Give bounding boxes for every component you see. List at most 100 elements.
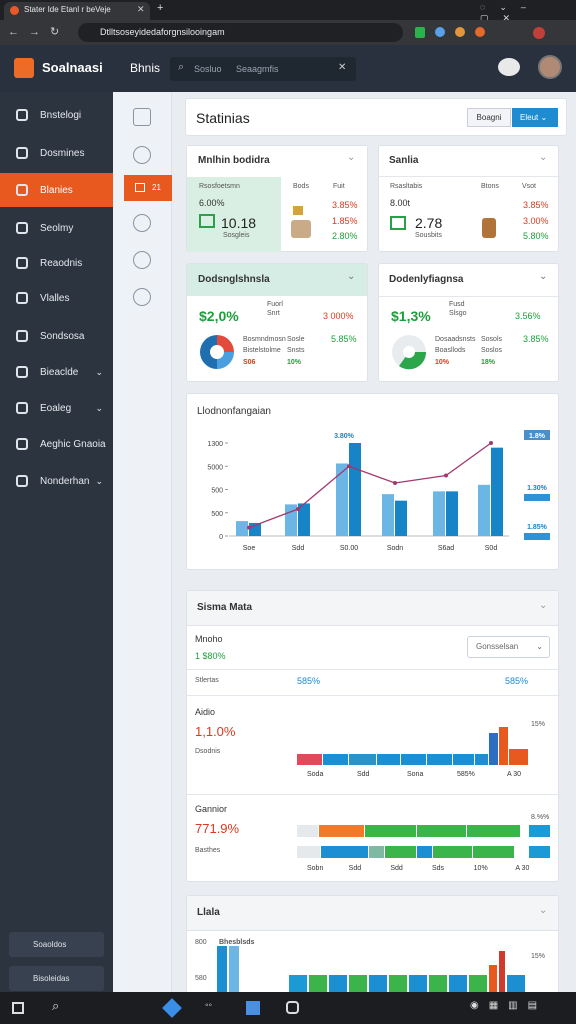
sidebar-item[interactable]: Blanies <box>0 173 113 207</box>
sub-nav-active[interactable]: 21 <box>124 175 172 201</box>
button[interactable]: Eleut ⌄ <box>512 108 558 127</box>
sidebar-item[interactable]: Eoaleg ⌄ <box>0 391 113 425</box>
nav-buttons[interactable]: ←→↻ <box>8 26 70 38</box>
tab-close[interactable]: ✕ <box>137 4 145 14</box>
pie-hole <box>210 345 224 359</box>
dropdown[interactable]: Gonsselsan ⌄ <box>467 636 550 658</box>
bar <box>446 491 458 536</box>
sidebar-item[interactable]: Nonderhan ⌄ <box>0 464 113 498</box>
url: Dtlltsoseyidedaforgnsilooingam <box>100 27 225 37</box>
sidebar-item[interactable]: Reaodnis <box>0 246 113 280</box>
sidebar-item[interactable]: Bnstelogi <box>0 98 113 132</box>
bar <box>298 503 310 536</box>
sidebar-item[interactable]: Dosmines <box>0 136 113 170</box>
change: 2.80% <box>332 231 358 241</box>
app-icon[interactable] <box>162 998 182 1018</box>
sidebar-footer-item[interactable]: Bisoleidas <box>9 966 104 991</box>
search-clear[interactable]: ✕ <box>338 62 347 73</box>
card-menu[interactable]: ⌄ <box>347 152 356 163</box>
card-right: 3 000% <box>323 311 354 321</box>
app-icon[interactable] <box>246 1001 260 1015</box>
sidebar-item[interactable]: Bieaclde ⌄ <box>0 355 113 389</box>
col-label: Btons <box>481 183 499 190</box>
ext-icon[interactable] <box>475 27 485 37</box>
sidebar-item[interactable]: Seolmy <box>0 211 113 245</box>
sidebar-label: Reaodnis <box>40 257 83 269</box>
metric-value: 1 $80% <box>195 651 226 661</box>
strip-axis-label: Sdd <box>390 865 403 872</box>
new-tab[interactable]: + <box>157 2 164 14</box>
collapse[interactable]: ⌄ <box>539 600 548 611</box>
tray[interactable]: ◉▦▥▤ <box>470 1000 548 1011</box>
strip-segment <box>529 825 550 837</box>
avatar[interactable] <box>538 55 562 79</box>
notification-icon[interactable] <box>498 58 520 76</box>
corner-label: 15% <box>531 953 546 960</box>
tab[interactable]: Stater Ide Etanl r beVeje ✕ <box>4 2 150 20</box>
stat-card: Sanlia ⌄ Rsasltabis Btons Vsot 8.00t 2.7… <box>378 145 559 252</box>
sidebar-item[interactable]: Vlalles <box>0 281 113 315</box>
mini-bar <box>499 950 505 994</box>
app-icon[interactable] <box>286 1001 299 1014</box>
ext-icon[interactable] <box>415 27 425 38</box>
ext-icon[interactable] <box>455 27 465 37</box>
change: 3.85% <box>523 200 549 210</box>
x-tick-label: S0d <box>485 545 498 552</box>
col-label: Slsgo <box>449 310 467 317</box>
strip-segment <box>401 753 426 765</box>
card-sub: Sosgleis <box>223 232 250 239</box>
divider <box>187 794 558 795</box>
taskbar: ⌕ ◦◦ ◉▦▥▤ <box>0 992 576 1024</box>
group-sub: Basthes <box>195 847 221 854</box>
sidebar-icon <box>16 475 28 487</box>
window-controls[interactable]: ◌⌄–▢✕ <box>480 2 540 23</box>
strip-segment <box>297 825 318 837</box>
section-header: Sisma Mata ⌄ <box>187 591 558 626</box>
sub-icon[interactable] <box>133 214 151 232</box>
tab-bar: Stater Ide Etanl r beVeje ✕ + ◌⌄–▢✕ <box>0 0 576 23</box>
card-menu[interactable]: ⌄ <box>539 271 548 282</box>
mini-bar <box>469 974 487 994</box>
row-label: Soslos <box>481 347 503 354</box>
collapse[interactable]: ⌄ <box>539 905 548 916</box>
ext-icon[interactable] <box>435 27 445 37</box>
card-menu[interactable]: ⌄ <box>347 271 356 282</box>
sub-icon[interactable] <box>133 251 151 269</box>
button[interactable]: Boagni <box>467 108 511 127</box>
trend-point <box>393 480 397 485</box>
card-icon <box>199 214 215 228</box>
sidebar-icon <box>16 109 28 121</box>
strip-segment <box>369 846 384 858</box>
sub-icon[interactable] <box>133 288 151 306</box>
strip-segment <box>417 825 466 837</box>
mini-bar <box>309 974 327 994</box>
url-field[interactable]: Dtlltsoseyidedaforgnsilooingam <box>78 23 403 42</box>
strip-segment <box>499 726 508 765</box>
sidebar-label: Dosmines <box>40 147 85 159</box>
sidebar-item[interactable]: Aeghic Gnaoia <box>0 427 113 461</box>
sub-icon[interactable] <box>133 108 151 126</box>
card-menu[interactable]: ⌄ <box>539 152 548 163</box>
bar <box>336 463 348 536</box>
row-value: 585% <box>505 676 529 686</box>
app-icon[interactable]: ◦◦ <box>205 1000 213 1011</box>
logo[interactable] <box>14 58 34 78</box>
search-box[interactable]: ⌕ Sosluo Seaagmfis ✕ <box>170 57 356 81</box>
card-value: 8.00t <box>390 198 411 208</box>
strip-segment <box>529 846 550 858</box>
sidebar-label: Nonderhan <box>40 475 90 487</box>
search-button[interactable]: ⌕ <box>52 998 60 1013</box>
sidebar-footer-item[interactable]: Soaoldos <box>9 932 104 957</box>
strip-axis-label: A 30 <box>515 865 530 872</box>
profile[interactable] <box>533 27 545 39</box>
sidebar-item[interactable]: Sondsosa <box>0 319 113 353</box>
section-title: Llala <box>197 907 220 918</box>
start-button[interactable] <box>12 1002 24 1014</box>
strip-axis-label: A 30 <box>507 771 522 778</box>
card-icon <box>390 216 406 230</box>
tab-icon <box>10 6 19 15</box>
y-tick-label: 0 <box>219 534 223 541</box>
sub-icon[interactable] <box>133 146 151 164</box>
col-label: Bods <box>293 183 309 190</box>
